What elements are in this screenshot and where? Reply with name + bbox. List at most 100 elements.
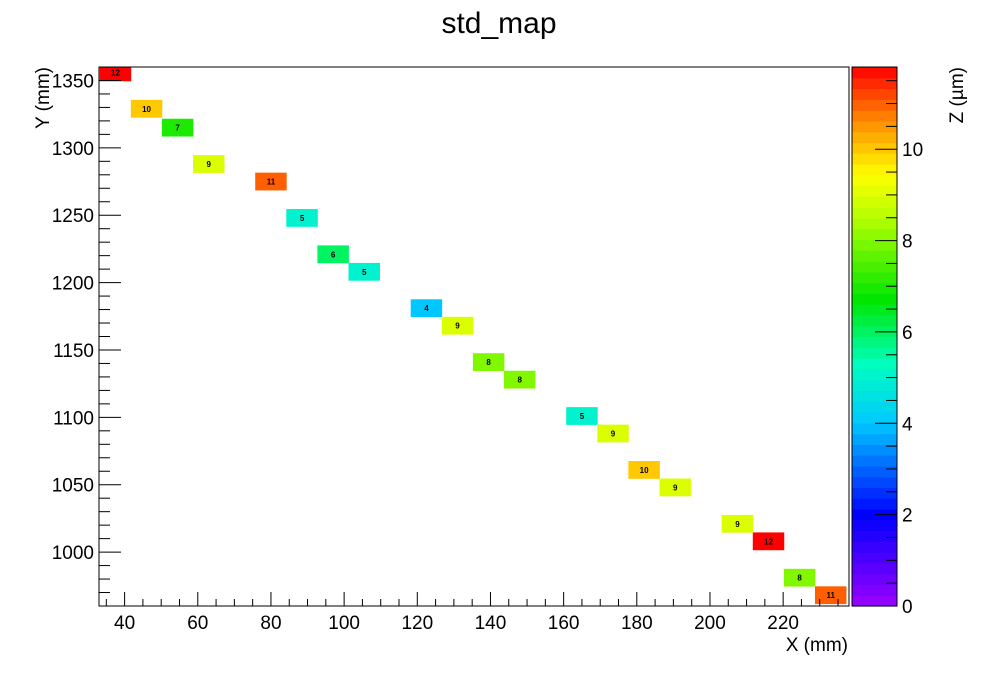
color-scale-band [852, 164, 897, 176]
color-scale-band [852, 476, 897, 489]
x-tick-label: 40 [114, 613, 135, 634]
color-scale-band [852, 573, 897, 586]
color-scale-band [852, 293, 897, 305]
heatmap-cell-5 [286, 209, 318, 227]
y-tick-label: 1250 [52, 206, 94, 227]
heatmap-cell-8 [410, 299, 443, 318]
cell-value-label: 9 [735, 520, 740, 529]
color-scale-band [852, 498, 897, 510]
heatmap-cell-0 [99, 67, 132, 82]
color-scale-band [852, 455, 897, 467]
color-scale-band [852, 131, 897, 144]
color-scale-band [852, 153, 897, 165]
color-scale-band [852, 88, 897, 100]
color-scale-band [852, 304, 897, 316]
color-scale-band [852, 379, 897, 391]
x-tick-label: 200 [694, 613, 726, 634]
cell-value-label: 11 [267, 178, 276, 187]
color-scale-frame [851, 66, 898, 607]
color-scale-band [852, 519, 897, 532]
cell-value-label: 8 [486, 358, 491, 367]
z-tick-label: 2 [902, 506, 913, 527]
color-scale-band [852, 444, 897, 456]
color-scale-band [852, 390, 897, 402]
y-tick-label: 1100 [53, 408, 94, 429]
cell-value-label: 9 [207, 160, 212, 169]
heatmap-cell-4 [255, 172, 287, 191]
heatmap-cell-12 [566, 407, 598, 425]
color-scale-band [852, 487, 897, 499]
z-tick-label: 4 [902, 414, 913, 435]
cell-value-label: 4 [424, 304, 429, 313]
z-axis-label: Z (µm) [947, 67, 968, 123]
color-scale-band [852, 67, 897, 79]
x-axis-label: X (mm) [786, 635, 848, 656]
color-scale-band [852, 174, 897, 187]
cell-value-label: 11 [826, 591, 835, 600]
color-scale-band [852, 99, 897, 111]
cell-value-label: 6 [331, 250, 336, 259]
color-scale-band [852, 358, 897, 370]
x-tick-label: 220 [767, 613, 799, 634]
y-tick-label: 1150 [53, 341, 94, 362]
color-scale-band [852, 401, 897, 413]
color-scale-band [852, 207, 897, 219]
x-tick-label: 100 [328, 613, 360, 634]
color-scale-band [852, 239, 897, 251]
y-axis: 1000 1050 1100 1150 1200 1250 1300 1350 [52, 66, 121, 594]
z-tick-label: 8 [902, 232, 913, 253]
color-scale: 0 2 4 6 8 10 [851, 66, 923, 618]
heatmap-cell-1 [130, 99, 163, 118]
heatmap-cell-18 [783, 568, 816, 587]
color-scale-band [852, 552, 897, 564]
cell-value-label: 7 [175, 124, 180, 133]
y-tick-label: 1350 [52, 71, 94, 92]
color-scale-band [852, 433, 897, 445]
z-tick-label: 10 [902, 140, 923, 161]
color-scale-band [852, 228, 897, 241]
heatmap-cell-15 [659, 478, 691, 497]
heatmap-cell-17 [752, 532, 785, 551]
y-tick-label: 1000 [52, 543, 94, 564]
color-scale-band [852, 465, 897, 478]
cell-value-label: 10 [640, 466, 649, 475]
cell-value-label: 10 [142, 105, 151, 114]
x-axis: 40 60 80 100 120 140 160 180 200 220 [105, 592, 839, 634]
cell-value-label: 5 [300, 214, 305, 223]
color-scale-band [852, 325, 897, 338]
cell-value-label: 8 [797, 574, 802, 583]
heatmap-cell-10 [472, 353, 505, 371]
heatmap-cell-11 [504, 370, 536, 389]
color-scale-band [852, 411, 897, 424]
x-tick-label: 160 [548, 613, 580, 634]
color-scale-band [852, 250, 897, 262]
color-scale-band [852, 110, 897, 122]
cell-value-label: 12 [764, 537, 773, 546]
heatmap-cell-6 [317, 245, 349, 264]
heatmap-cell-13 [597, 424, 629, 443]
x-tick-label: 120 [401, 613, 433, 634]
heatmap-cell-14 [628, 461, 660, 479]
color-scale-band [852, 185, 897, 197]
heatmap-cells: 12 10 7 9 11 5 6 5 4 9 8 8 5 9 10 9 9 12 8 11 [99, 67, 847, 605]
color-scale-band [852, 77, 897, 90]
color-scale-band [852, 282, 897, 294]
color-scale-band [852, 347, 897, 359]
color-scale-band [852, 530, 897, 542]
color-scale-band [852, 368, 897, 381]
color-scale-band [852, 508, 897, 521]
x-tick-label: 140 [475, 613, 507, 634]
color-scale-band [852, 584, 897, 596]
heatmap-cell-7 [348, 262, 380, 281]
y-tick-label: 1200 [52, 274, 94, 295]
x-tick-label: 80 [260, 613, 281, 634]
z-tick-label: 0 [902, 597, 913, 618]
color-scale-band [852, 271, 897, 284]
y-axis-label: Y (mm) [33, 67, 54, 129]
color-scale-band [852, 196, 897, 208]
color-scale-band [852, 261, 897, 273]
heatmap-cell-2 [161, 118, 194, 137]
heatmap-cell-9 [441, 316, 474, 335]
y-tick-label: 1050 [52, 476, 94, 497]
